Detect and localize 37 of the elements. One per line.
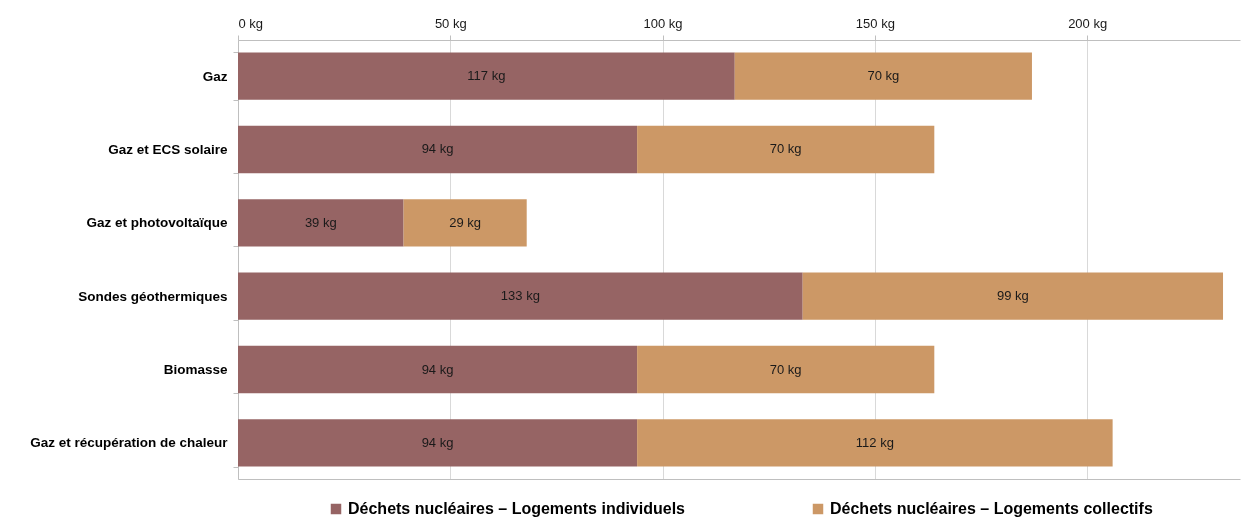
bar [238, 52, 735, 100]
data-label: 117 kg [467, 68, 506, 84]
y-tick-label: Gaz et récupération de chaleur [30, 435, 229, 451]
x-tick-label: 150 kg [855, 15, 895, 31]
data-label: 70 kg [867, 68, 900, 84]
y-tick-label: Sondes géothermiques [78, 288, 228, 304]
data-label: 70 kg [769, 141, 802, 157]
bar [238, 419, 638, 467]
y-tick-label: Biomasse [163, 362, 228, 378]
x-tick-label: 50 kg [434, 15, 467, 31]
legend-label: Déchets nucléaires – Logements collectifs [830, 500, 1153, 517]
data-label: 39 kg [304, 214, 337, 230]
y-tick-label: Gaz [202, 68, 228, 84]
y-tick-label: Gaz et photovoltaïque [86, 215, 228, 231]
data-label: 94 kg [421, 361, 454, 377]
bar [802, 272, 1224, 320]
bar [238, 272, 803, 320]
data-label: 99 kg [996, 288, 1029, 304]
data-label: 29 kg [449, 214, 482, 230]
data-label: 112 kg [855, 434, 894, 450]
bar [238, 199, 404, 247]
data-label: 94 kg [421, 141, 454, 157]
x-tick-label: 100 kg [643, 15, 683, 31]
x-tick-label: 200 kg [1068, 15, 1108, 31]
data-label: 70 kg [769, 361, 802, 377]
bar [637, 419, 1113, 467]
legend-label: Déchets nucléaires – Logements individuels [348, 500, 686, 517]
bar [238, 345, 638, 394]
bar [637, 345, 935, 394]
x-tick-label: 0 kg [238, 15, 264, 31]
bar [734, 52, 1032, 100]
bar [238, 125, 638, 174]
bar [403, 199, 527, 247]
bar [637, 125, 935, 174]
y-tick-label: Gaz et ECS solaire [108, 141, 228, 157]
data-label: 133 kg [500, 288, 540, 304]
data-label: 94 kg [421, 434, 454, 450]
